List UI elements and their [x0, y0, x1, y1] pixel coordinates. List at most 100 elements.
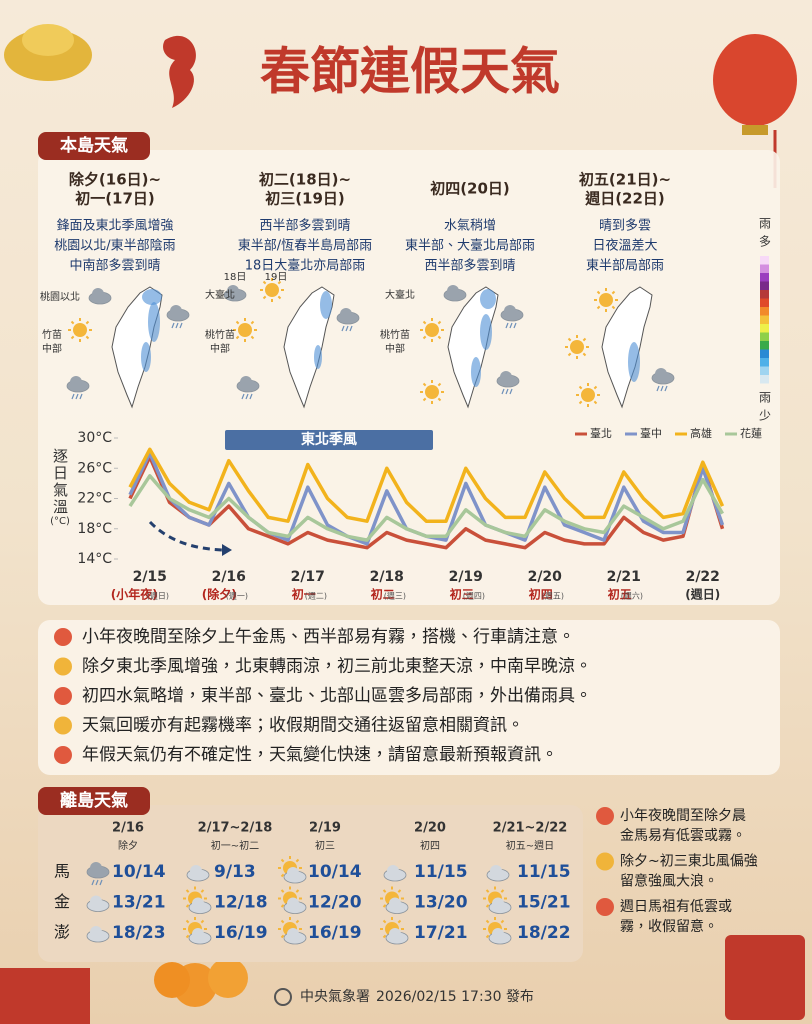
- x-weekday-label: (週一): [226, 592, 248, 601]
- panel-line: 水氣稍增: [444, 219, 496, 234]
- lantern-bullet: [596, 898, 614, 916]
- lantern-bullet: [54, 687, 72, 705]
- sun-ray: [500, 919, 505, 924]
- sun-icon: [425, 385, 439, 399]
- sun-ray: [250, 335, 255, 340]
- sun-icon: [581, 388, 595, 402]
- panel-line: 18日大臺北亦局部雨: [245, 258, 366, 274]
- sun-ray: [295, 858, 300, 863]
- series-line: [128, 455, 725, 550]
- temperature-range: 16/19: [308, 923, 362, 943]
- temperature-range: 16/19: [214, 923, 268, 943]
- x-weekday-label: (週四): [463, 592, 485, 601]
- rain-scale-color: [760, 256, 769, 265]
- sun-ray: [382, 904, 387, 908]
- rain-area: [480, 314, 492, 350]
- column-date: 2/19: [309, 821, 341, 836]
- lantern-base: [742, 125, 768, 135]
- lantern: [713, 34, 797, 126]
- map-label: 桃竹苗: [380, 328, 410, 341]
- x-sub-label: 初三: [450, 587, 474, 602]
- sun-ray: [578, 400, 583, 405]
- rain-scale-color: [760, 324, 769, 333]
- rain-area: [141, 342, 151, 372]
- x-tick-label: 2/16: [212, 569, 246, 585]
- rain-scale-color: [760, 349, 769, 358]
- map-label: 大臺北: [385, 288, 415, 301]
- temperature-range: 13/21: [112, 893, 166, 913]
- x-tick-label: 2/18: [370, 569, 404, 585]
- panel-line: 西半部多雲到晴: [424, 259, 515, 274]
- sun-icon: [425, 323, 439, 337]
- outlying-note: 金馬易有低雲或霧。: [620, 828, 746, 844]
- sun-icon: [570, 340, 584, 354]
- rain-drop: [349, 325, 353, 332]
- sun-icon: [265, 283, 279, 297]
- outlying-panel: [38, 805, 583, 962]
- sun-ray: [262, 295, 267, 300]
- sun-ray: [397, 889, 402, 893]
- dynamic-layer: 除夕(16日)~初一(17日) 鋒面及東北季風增強桃園以北/東半部陰雨中南部多雲到…: [40, 171, 771, 945]
- rain-drop: [91, 879, 95, 886]
- sun-ray: [596, 290, 601, 295]
- legend-label: 臺中: [640, 426, 662, 440]
- trend-arrow: [148, 520, 223, 552]
- rain-scale-label: 少: [759, 409, 771, 423]
- column-note: 初三: [315, 839, 335, 852]
- cloud-icon: [192, 897, 204, 910]
- outlying-note: 霧，收假留意。: [620, 918, 718, 935]
- rain-scale-color: [760, 273, 769, 282]
- temperature-range: 12/20: [308, 893, 362, 913]
- temperature-range: 15/21: [517, 893, 571, 913]
- rain-drop: [505, 322, 509, 329]
- agency-logo: [274, 988, 292, 1006]
- cloud-icon: [389, 897, 401, 910]
- x-sub-label: (週日): [685, 587, 720, 602]
- x-weekday-label: (週三): [384, 592, 406, 601]
- sun-ray: [185, 919, 190, 924]
- section-label: 本島天氣: [60, 135, 128, 156]
- x-tick-label: 2/17: [291, 569, 325, 585]
- horse-logo: [163, 35, 196, 108]
- rain-drop: [509, 388, 513, 395]
- cloud-icon: [492, 897, 504, 910]
- panel-header: 初二(18日)~: [259, 171, 351, 189]
- ingot-bullet: [54, 716, 72, 735]
- chart-title: 逐日氣溫: [51, 448, 69, 516]
- sun-icon: [73, 323, 87, 337]
- cloud-icon: [227, 285, 239, 297]
- sun-ray: [382, 934, 387, 939]
- outlying-note: 小年夜晚間至除夕晨: [620, 808, 746, 824]
- sun-ray: [235, 335, 240, 340]
- note-text: 初四水氣略增，東半部、臺北、北部山區雲多局部雨，外出備雨具。: [82, 686, 592, 706]
- temperature-range: 11/15: [517, 862, 571, 882]
- rain-drop: [175, 322, 179, 329]
- map-label: 竹苗: [42, 328, 62, 341]
- sun-ray: [593, 385, 598, 390]
- cloud-icon: [389, 928, 401, 940]
- lantern-bullet: [596, 807, 614, 825]
- cloud-icon: [70, 376, 82, 388]
- temperature-range: 12/18: [214, 893, 268, 913]
- rain-scale-color: [760, 290, 769, 299]
- x-sub-label: 初二: [371, 587, 395, 602]
- footer-issued: 2026/02/15 17:30 發布: [376, 989, 534, 1005]
- rain-drop: [509, 322, 513, 329]
- cloud-icon: [90, 926, 102, 938]
- sun-ray: [485, 919, 490, 924]
- cloud-icon: [90, 862, 102, 874]
- rain-scale-color: [760, 332, 769, 341]
- rain-scale-label: 多: [759, 235, 771, 249]
- sun-ray: [567, 337, 572, 342]
- sun-ray: [382, 889, 387, 893]
- sun-ray: [485, 889, 490, 893]
- x-weekday-label: (週日): [147, 592, 169, 601]
- temperature-range: 11/15: [414, 862, 468, 882]
- series-line: [128, 447, 725, 523]
- panel-header: 初五(21日)~: [579, 171, 671, 189]
- rain-drop: [245, 393, 249, 400]
- sun-ray: [295, 889, 300, 893]
- sun-ray: [578, 385, 583, 390]
- sun-ray: [85, 320, 90, 325]
